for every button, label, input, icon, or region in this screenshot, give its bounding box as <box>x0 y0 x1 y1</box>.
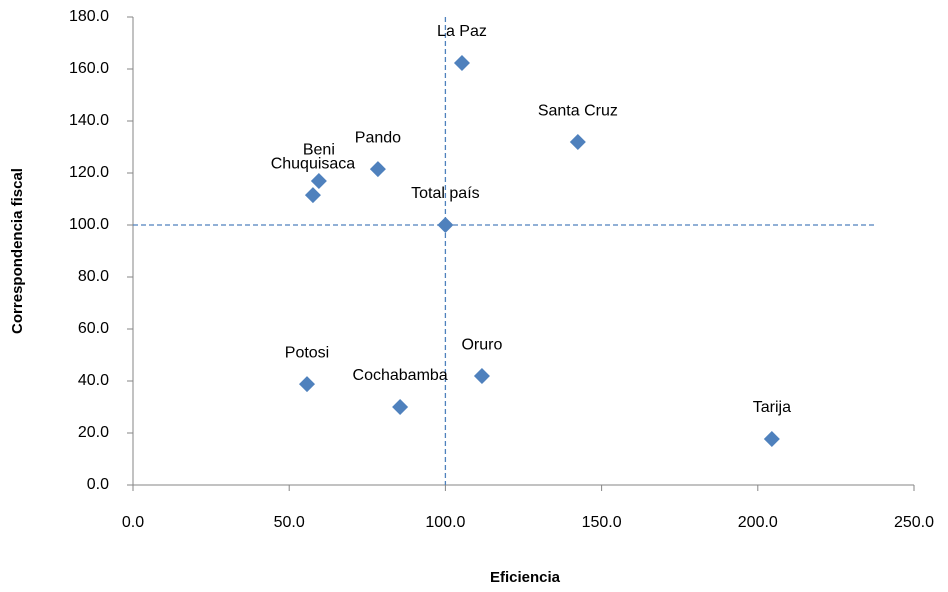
y-tick-label: 20.0 <box>78 424 109 441</box>
point-label: Cochabamba <box>353 367 448 384</box>
y-tick-label: 140.0 <box>69 112 109 129</box>
point-label: Total país <box>411 185 479 202</box>
y-tick-label: 80.0 <box>78 268 109 285</box>
point <box>473 368 490 385</box>
point-label: Santa Cruz <box>538 102 618 119</box>
y-tick-label: 100.0 <box>69 216 109 233</box>
x-tick-label: 0.0 <box>122 514 144 531</box>
point-label: Beni <box>303 141 335 158</box>
y-tick-label: 160.0 <box>69 60 109 77</box>
point-label: Chuquisaca <box>271 155 356 172</box>
y-tick-label: 120.0 <box>69 164 109 181</box>
point <box>763 430 780 447</box>
x-tick-label: 200.0 <box>738 514 778 531</box>
point-label: Potosi <box>285 344 329 361</box>
y-axis-title: Correspondencia fiscal <box>9 168 26 334</box>
point-label: Pando <box>355 129 401 146</box>
point-label: Oruro <box>461 336 502 353</box>
point <box>453 55 470 72</box>
y-tick-label: 60.0 <box>78 320 109 337</box>
point <box>299 376 316 393</box>
point <box>437 217 454 233</box>
x-tick-label: 150.0 <box>582 514 622 531</box>
point <box>569 134 586 151</box>
point <box>392 399 409 415</box>
y-tick-label: 0.0 <box>87 476 109 493</box>
point-label: Tarija <box>753 399 791 416</box>
x-tick-label: 50.0 <box>274 514 305 531</box>
y-tick-label: 180.0 <box>69 8 109 25</box>
x-tick-label: 250.0 <box>894 514 934 531</box>
x-tick-label: 100.0 <box>425 514 465 531</box>
point-label: La Paz <box>437 23 487 40</box>
y-tick-label: 40.0 <box>78 372 109 389</box>
x-axis-title: Eficiencia <box>490 569 561 586</box>
point <box>304 187 321 204</box>
point <box>310 173 327 190</box>
point <box>369 161 386 178</box>
